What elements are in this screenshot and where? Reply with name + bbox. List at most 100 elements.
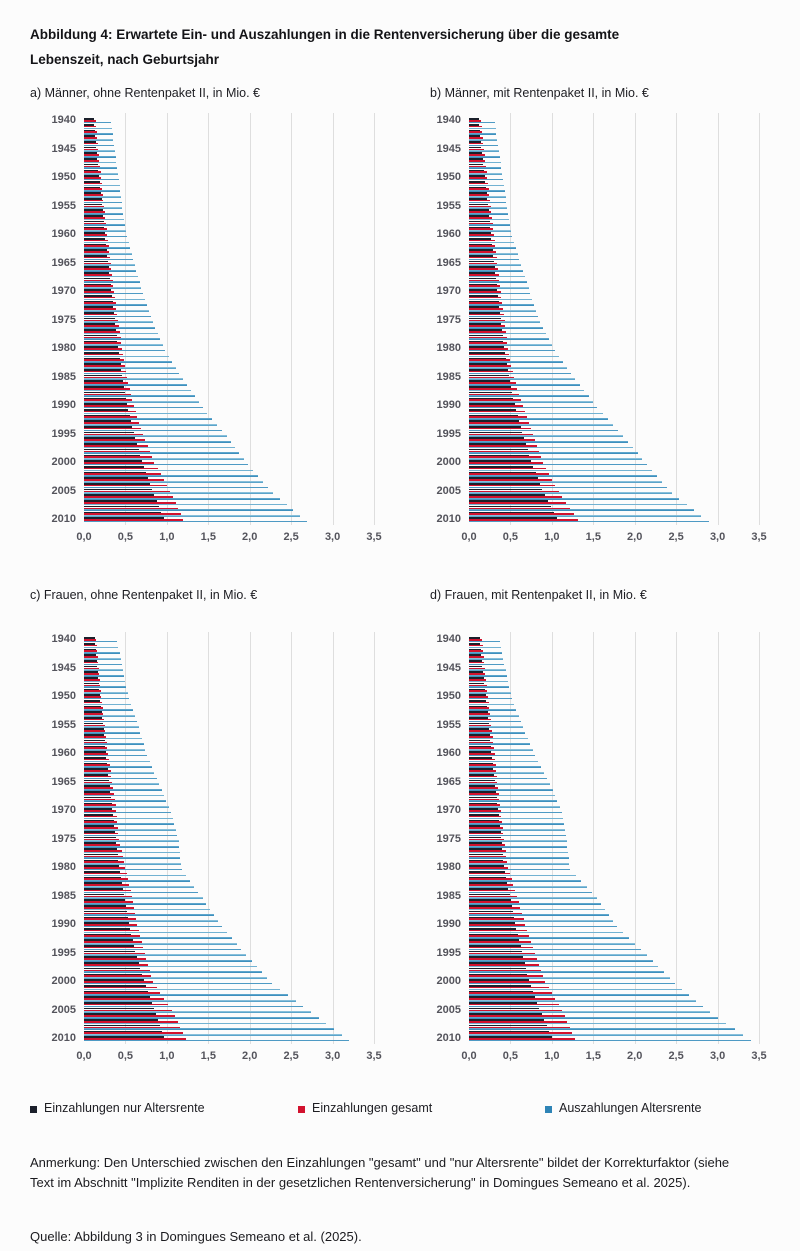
bar-einzahlungen-nur-altersrente bbox=[469, 654, 482, 656]
bar-einzahlungen-gesamt bbox=[84, 382, 129, 384]
bar-auszahlungen-altersrente bbox=[84, 435, 227, 437]
bar-auszahlungen-altersrente bbox=[469, 834, 566, 837]
bar-auszahlungen-altersrente bbox=[84, 846, 180, 848]
bar-auszahlungen-altersrente bbox=[469, 686, 510, 689]
bar-auszahlungen-altersrente bbox=[84, 834, 177, 837]
bar-einzahlungen-gesamt bbox=[469, 234, 494, 236]
bar-einzahlungen-gesamt bbox=[84, 832, 119, 835]
bar-einzahlungen-gesamt bbox=[84, 194, 103, 196]
bar-einzahlungen-nur-altersrente bbox=[84, 962, 139, 964]
bar-einzahlungen-nur-altersrente bbox=[469, 483, 540, 485]
bar-einzahlungen-nur-altersrente bbox=[84, 386, 125, 388]
bar-einzahlungen-nur-altersrente bbox=[469, 266, 495, 269]
bar-auszahlungen-altersrente bbox=[469, 275, 525, 278]
bar-auszahlungen-altersrente bbox=[84, 937, 232, 939]
bar-einzahlungen-gesamt bbox=[84, 673, 100, 675]
bar-einzahlungen-gesamt bbox=[84, 239, 108, 242]
y-tick-label: 1965 bbox=[436, 256, 461, 269]
y-tick-label: 1950 bbox=[51, 690, 76, 702]
bar-einzahlungen-gesamt bbox=[84, 821, 118, 824]
bar-auszahlungen-altersrente bbox=[469, 908, 606, 911]
bar-einzahlungen-nur-altersrente bbox=[469, 637, 480, 639]
bar-auszahlungen-altersrente bbox=[469, 965, 659, 968]
bar-einzahlungen-nur-altersrente bbox=[84, 215, 104, 217]
bar-einzahlungen-gesamt bbox=[84, 661, 99, 664]
bar-einzahlungen-nur-altersrente bbox=[84, 483, 150, 485]
gridline bbox=[676, 632, 678, 1044]
bar-einzahlungen-nur-altersrente bbox=[469, 414, 518, 417]
bar-einzahlungen-nur-altersrente bbox=[84, 671, 98, 674]
bar-einzahlungen-nur-altersrente bbox=[84, 420, 132, 422]
bar-auszahlungen-altersrente bbox=[469, 452, 638, 455]
bar-einzahlungen-gesamt bbox=[469, 673, 486, 675]
bar-auszahlungen-altersrente bbox=[469, 749, 533, 751]
bar-einzahlungen-gesamt bbox=[469, 678, 487, 681]
bar-einzahlungen-gesamt bbox=[84, 519, 184, 521]
bar-einzahlungen-nur-altersrente bbox=[84, 705, 102, 708]
bar-auszahlungen-altersrente bbox=[84, 914, 214, 917]
bar-einzahlungen-gesamt bbox=[469, 832, 504, 835]
y-tick-label: 1985 bbox=[436, 889, 461, 902]
x-tick-label: 0,0 bbox=[461, 1050, 477, 1062]
bar-einzahlungen-gesamt bbox=[84, 330, 120, 333]
bar-auszahlungen-altersrente bbox=[469, 463, 648, 466]
bar-auszahlungen-altersrente bbox=[84, 652, 120, 654]
bar-einzahlungen-nur-altersrente bbox=[469, 203, 489, 206]
bar-auszahlungen-altersrente bbox=[84, 224, 126, 227]
bar-einzahlungen-nur-altersrente bbox=[84, 996, 150, 998]
bar-auszahlungen-altersrente bbox=[469, 754, 536, 757]
bar-einzahlungen-gesamt bbox=[84, 690, 101, 692]
bar-einzahlungen-gesamt bbox=[84, 234, 108, 236]
bar-auszahlungen-altersrente bbox=[469, 817, 563, 820]
y-tick-label: 2010 bbox=[51, 1032, 76, 1044]
bar-einzahlungen-nur-altersrente bbox=[84, 180, 100, 183]
bar-auszahlungen-altersrente bbox=[84, 292, 143, 295]
bar-einzahlungen-gesamt bbox=[469, 239, 495, 242]
bar-einzahlungen-nur-altersrente bbox=[84, 774, 109, 776]
bar-einzahlungen-gesamt bbox=[469, 775, 497, 778]
bar-einzahlungen-nur-altersrente bbox=[84, 1002, 152, 1004]
bar-auszahlungen-altersrente bbox=[469, 406, 598, 409]
bar-auszahlungen-altersrente bbox=[84, 218, 125, 221]
bar-einzahlungen-gesamt bbox=[469, 484, 556, 487]
bar-auszahlungen-altersrente bbox=[84, 828, 176, 831]
bar-einzahlungen-nur-altersrente bbox=[84, 819, 114, 822]
x-tick-label: 1,0 bbox=[544, 1050, 560, 1062]
bar-auszahlungen-altersrente bbox=[84, 121, 112, 124]
bar-einzahlungen-nur-altersrente bbox=[84, 808, 113, 810]
bar-einzahlungen-nur-altersrente bbox=[469, 660, 482, 662]
bar-einzahlungen-nur-altersrente bbox=[84, 665, 98, 668]
bar-einzahlungen-nur-altersrente bbox=[84, 876, 121, 879]
bar-auszahlungen-altersrente bbox=[84, 412, 208, 415]
bar-einzahlungen-nur-altersrente bbox=[469, 688, 485, 691]
figure-note: Anmerkung: Den Unterschied zwischen den … bbox=[30, 1155, 730, 1190]
bar-einzahlungen-nur-altersrente bbox=[84, 123, 95, 126]
bar-einzahlungen-gesamt bbox=[84, 912, 135, 915]
y-tick-label: 1945 bbox=[51, 661, 76, 674]
bar-auszahlungen-altersrente bbox=[469, 800, 558, 803]
bar-einzahlungen-gesamt bbox=[84, 473, 161, 476]
bar-einzahlungen-gesamt bbox=[469, 1026, 570, 1029]
bar-einzahlungen-nur-altersrente bbox=[84, 209, 103, 212]
bar-auszahlungen-altersrente bbox=[469, 366, 568, 369]
bar-auszahlungen-altersrente bbox=[469, 372, 572, 375]
gridline bbox=[634, 113, 636, 525]
bar-einzahlungen-gesamt bbox=[84, 929, 139, 932]
bar-auszahlungen-altersrente bbox=[469, 384, 580, 386]
bar-auszahlungen-altersrente bbox=[469, 760, 539, 763]
bar-auszahlungen-altersrente bbox=[469, 794, 555, 797]
bar-einzahlungen-gesamt bbox=[84, 775, 112, 778]
bar-einzahlungen-nur-altersrente bbox=[469, 813, 499, 816]
bar-einzahlungen-nur-altersrente bbox=[469, 1002, 538, 1004]
bar-einzahlungen-nur-altersrente bbox=[84, 511, 162, 514]
plot-area-c bbox=[84, 632, 375, 1044]
bar-auszahlungen-altersrente bbox=[84, 954, 247, 956]
bar-einzahlungen-gesamt bbox=[84, 1038, 186, 1040]
bar-einzahlungen-nur-altersrente bbox=[84, 660, 97, 662]
bar-einzahlungen-gesamt bbox=[84, 501, 176, 504]
bar-einzahlungen-nur-altersrente bbox=[469, 329, 502, 331]
bar-auszahlungen-altersrente bbox=[469, 486, 667, 489]
bar-einzahlungen-nur-altersrente bbox=[84, 654, 97, 656]
bar-einzahlungen-nur-altersrente bbox=[84, 283, 111, 286]
bar-einzahlungen-nur-altersrente bbox=[469, 808, 498, 810]
